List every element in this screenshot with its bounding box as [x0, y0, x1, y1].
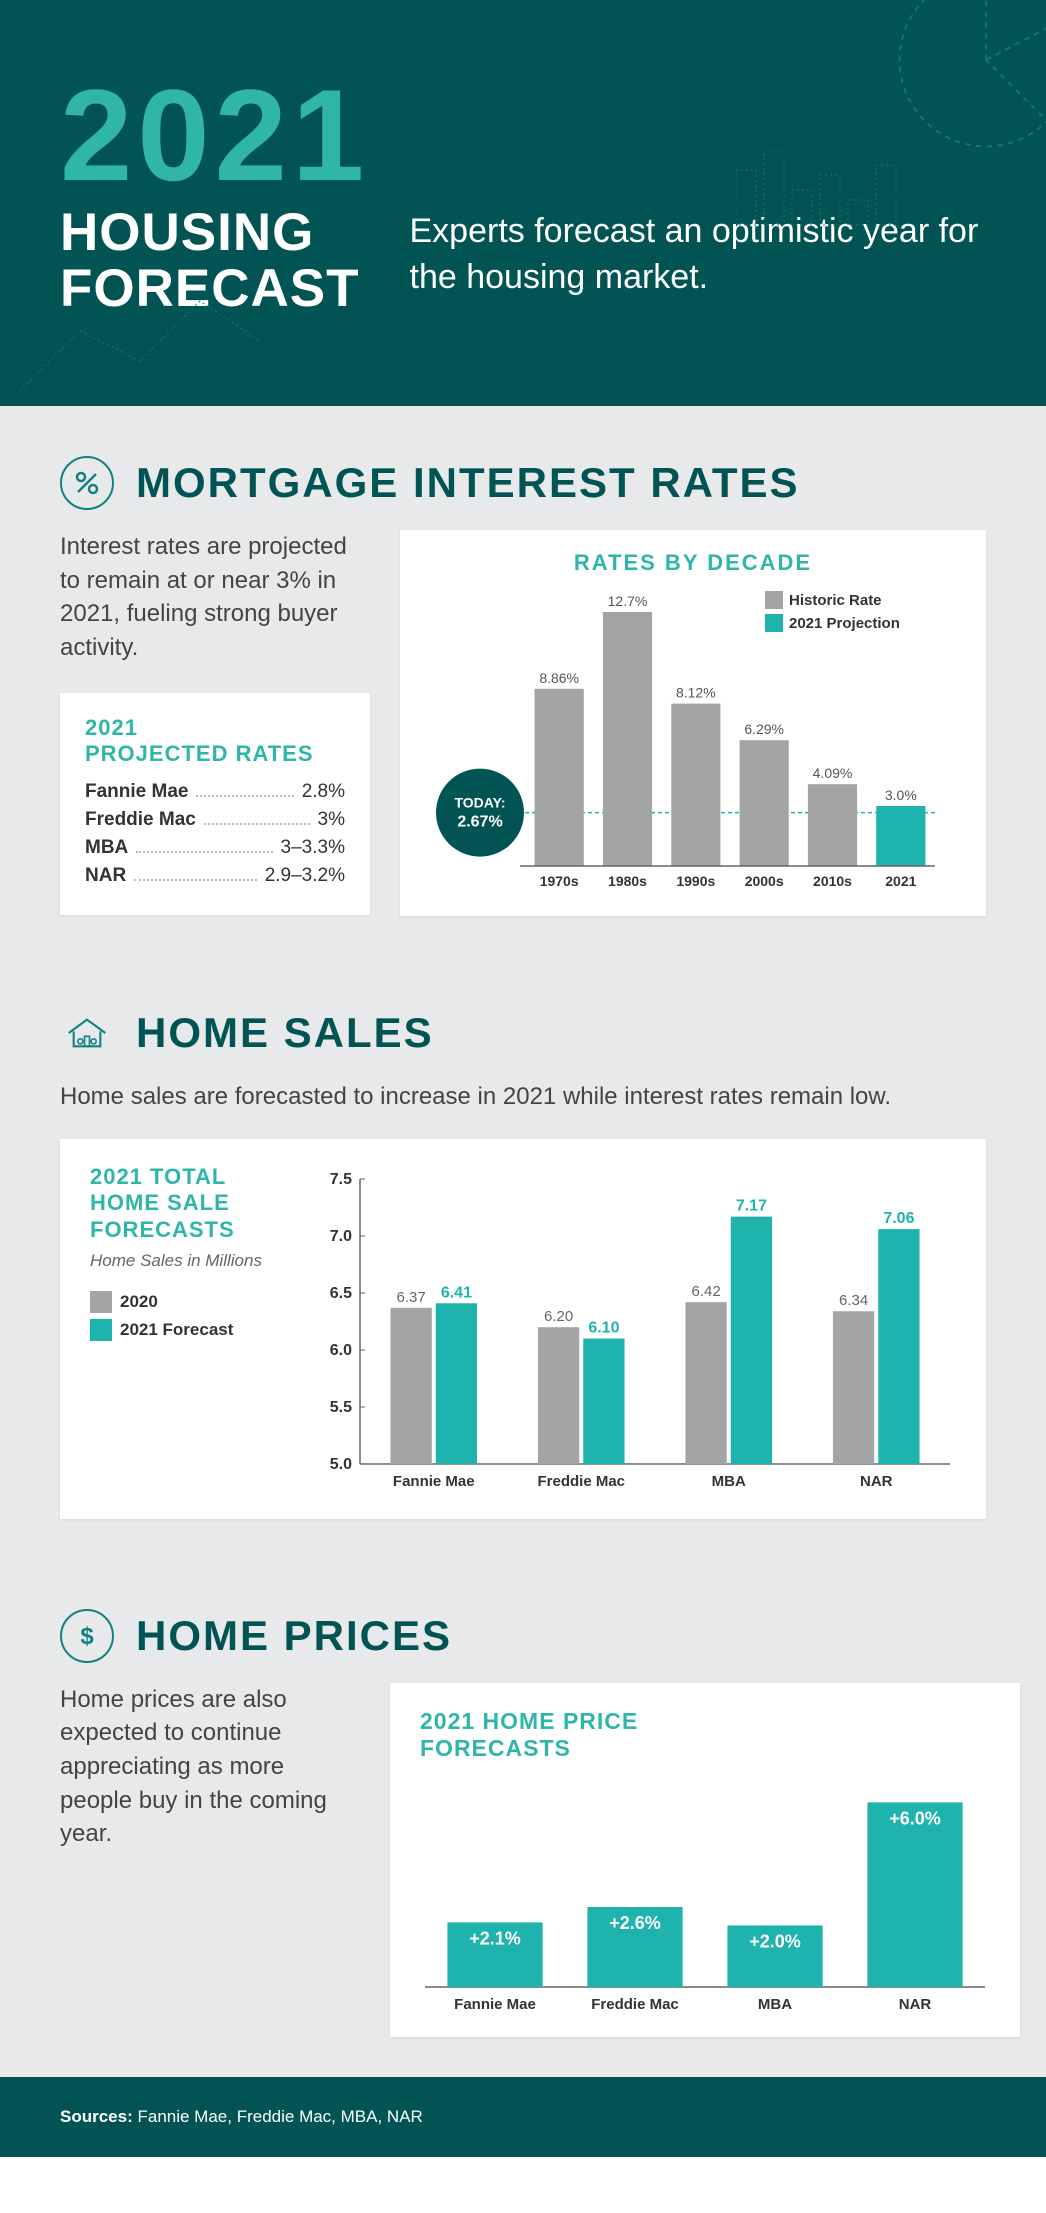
mortgage-body: Interest rates are projected to remain a…	[60, 530, 370, 664]
svg-text:1990s: 1990s	[676, 873, 715, 889]
projected-rates-box: 2021PROJECTED RATES Fannie Mae2.8%Freddi…	[60, 693, 370, 916]
svg-text:2.67%: 2.67%	[457, 814, 502, 831]
svg-text:Fannie Mae: Fannie Mae	[454, 1996, 536, 2013]
percent-icon	[60, 456, 114, 510]
svg-text:Freddie Mac: Freddie Mac	[591, 1996, 679, 2013]
prices-chart-panel: 2021 HOME PRICEFORECASTS +2.1%Fannie Mae…	[390, 1683, 1020, 2037]
svg-text:1980s: 1980s	[608, 873, 647, 889]
sales-chart-panel: 2021 TOTALHOME SALEFORECASTS Home Sales …	[60, 1139, 986, 1519]
svg-text:6.34: 6.34	[839, 1292, 868, 1309]
svg-text:6.37: 6.37	[396, 1289, 425, 1306]
svg-text:8.12%: 8.12%	[676, 685, 716, 701]
prices-body: Home prices are also expected to continu…	[60, 1683, 360, 1851]
svg-text:6.10: 6.10	[588, 1319, 619, 1336]
svg-text:4.09%: 4.09%	[813, 765, 853, 781]
prices-chart: +2.1% Fannie Mae +2.6% Freddie Mac +2.0% MBA +…	[420, 1777, 990, 2017]
svg-text:5.5: 5.5	[330, 1399, 352, 1416]
svg-text:5.0: 5.0	[330, 1456, 352, 1473]
svg-text:+2.0%: +2.0%	[749, 1932, 801, 1952]
sales-body: Home sales are forecasted to increase in…	[60, 1080, 986, 1114]
dollar-icon: $	[60, 1609, 114, 1663]
svg-text:12.7%: 12.7%	[608, 593, 648, 609]
prices-title: HOME PRICES	[136, 1612, 452, 1660]
deco-bars-icon	[736, 150, 936, 230]
house-icon	[60, 1006, 114, 1060]
svg-text:NAR: NAR	[899, 1996, 932, 2013]
deco-pie-icon	[896, 0, 1046, 150]
svg-text:6.0: 6.0	[330, 1342, 352, 1359]
svg-text:6.42: 6.42	[691, 1283, 720, 1300]
mortgage-title: MORTGAGE INTEREST RATES	[136, 459, 800, 507]
svg-text:MBA: MBA	[758, 1996, 792, 2013]
section-prices: $ HOME PRICES Home prices are also expec…	[0, 1559, 1046, 2077]
section-sales: HOME SALES Home sales are forecasted to …	[0, 956, 1046, 1559]
svg-text:6.41: 6.41	[441, 1284, 472, 1301]
svg-text:1970s: 1970s	[540, 873, 579, 889]
svg-text:7.5: 7.5	[330, 1171, 352, 1188]
svg-text:+6.0%: +6.0%	[889, 1808, 941, 1828]
svg-text:Historic Rate: Historic Rate	[789, 592, 882, 609]
header-banner: 2021 HOUSINGFORECAST Experts forecast an…	[0, 0, 1046, 406]
svg-text:2021: 2021	[885, 873, 916, 889]
svg-text:2010s: 2010s	[813, 873, 852, 889]
svg-text:NAR: NAR	[860, 1473, 893, 1490]
svg-text:MBA: MBA	[712, 1473, 746, 1490]
svg-text:7.0: 7.0	[330, 1228, 352, 1245]
svg-text:+2.1%: +2.1%	[469, 1928, 521, 1948]
svg-text:7.06: 7.06	[883, 1210, 914, 1227]
svg-text:Freddie Mac: Freddie Mac	[537, 1473, 625, 1490]
svg-text:6.29%: 6.29%	[744, 721, 784, 737]
rates-by-decade-chart: RATES BY DECADE Historic Rate2021 Projec…	[400, 530, 986, 916]
svg-text:6.20: 6.20	[544, 1308, 573, 1325]
svg-text:8.86%: 8.86%	[539, 670, 579, 686]
sales-title: HOME SALES	[136, 1009, 434, 1057]
svg-text:TODAY:: TODAY:	[454, 795, 505, 811]
svg-text:+2.6%: +2.6%	[609, 1913, 661, 1933]
svg-text:7.17: 7.17	[736, 1197, 767, 1214]
svg-text:3.0%: 3.0%	[885, 787, 917, 803]
svg-text:6.5: 6.5	[330, 1285, 352, 1302]
deco-line-icon	[20, 281, 270, 401]
svg-text:2021 Projection: 2021 Projection	[789, 615, 900, 632]
sales-chart: 5.0 5.5 6.0 6.5 7.0 7.5 6.37 6.41 Fannie Mae 6.20…	[320, 1164, 956, 1494]
section-mortgage: MORTGAGE INTEREST RATES Interest rates a…	[0, 406, 1046, 956]
svg-text:Fannie Mae: Fannie Mae	[393, 1473, 475, 1490]
footer: Sources: Fannie Mae, Freddie Mac, MBA, N…	[0, 2077, 1046, 2157]
svg-text:2000s: 2000s	[745, 873, 784, 889]
svg-text:$: $	[80, 1623, 94, 1650]
